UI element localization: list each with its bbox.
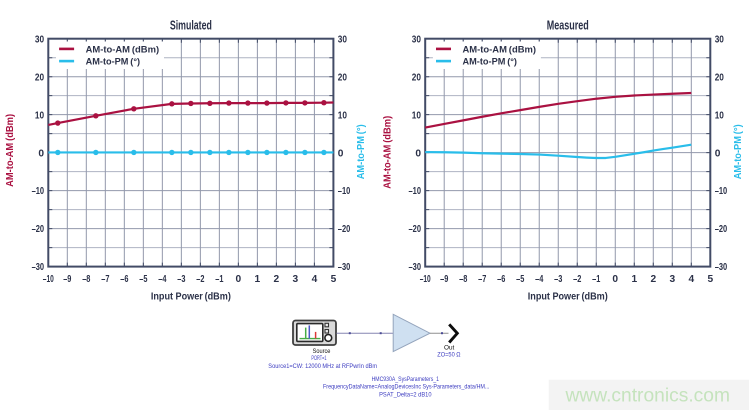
svg-text:Source1=CW: 12000 MHz at RFPwr: Source1=CW: 12000 MHz at RFPwrIn dBm xyxy=(268,363,377,370)
svg-text:–20: –20 xyxy=(338,224,351,235)
svg-text:–7: –7 xyxy=(478,274,486,285)
svg-text:10: 10 xyxy=(715,110,724,121)
svg-text:–1: –1 xyxy=(592,274,600,285)
svg-text:30: 30 xyxy=(715,34,724,45)
svg-text:AM-to-PM (°): AM-to-PM (°) xyxy=(356,124,367,179)
svg-text:–4: –4 xyxy=(535,274,543,285)
svg-text:–10: –10 xyxy=(43,274,54,285)
svg-text:–20: –20 xyxy=(32,224,45,235)
svg-text:1: 1 xyxy=(255,274,261,285)
svg-text:–30: –30 xyxy=(338,262,351,273)
svg-text:–30: –30 xyxy=(715,262,728,273)
svg-text:Source: Source xyxy=(313,348,331,355)
svg-text:–6: –6 xyxy=(497,274,505,285)
svg-text:FrequencyDataName=AnalogDevice: FrequencyDataName=AnalogDevicesInc Sys-P… xyxy=(323,384,490,391)
svg-text:–20: –20 xyxy=(715,224,728,235)
svg-text:30: 30 xyxy=(412,34,421,45)
svg-text:AM-to-AM (dBm): AM-to-AM (dBm) xyxy=(5,114,16,187)
svg-text:–3: –3 xyxy=(177,274,185,285)
svg-text:–8: –8 xyxy=(459,274,467,285)
svg-text:AM-to-AM (dBm): AM-to-AM (dBm) xyxy=(86,44,159,54)
svg-text:30: 30 xyxy=(35,34,44,45)
svg-text:–3: –3 xyxy=(554,274,562,285)
svg-text:ZO=50 Ω: ZO=50 Ω xyxy=(437,352,461,359)
svg-text:1: 1 xyxy=(631,274,637,285)
svg-text:10: 10 xyxy=(412,110,421,121)
svg-text:0: 0 xyxy=(612,274,618,285)
svg-text:3: 3 xyxy=(669,274,675,285)
svg-text:20: 20 xyxy=(715,72,724,83)
svg-text:Measured: Measured xyxy=(547,18,589,33)
svg-text:2: 2 xyxy=(274,274,280,285)
svg-text:–5: –5 xyxy=(516,274,524,285)
svg-text:0: 0 xyxy=(338,148,344,159)
svg-text:0: 0 xyxy=(415,148,421,159)
svg-text:–8: –8 xyxy=(82,274,90,285)
svg-text:–1: –1 xyxy=(215,274,223,285)
svg-text:30: 30 xyxy=(338,34,347,45)
svg-text:–2: –2 xyxy=(196,274,204,285)
svg-text:Input Power (dBm): Input Power (dBm) xyxy=(151,292,231,303)
svg-text:–4: –4 xyxy=(158,274,166,285)
svg-text:3: 3 xyxy=(293,274,299,285)
svg-text:10: 10 xyxy=(35,110,44,121)
svg-text:4: 4 xyxy=(312,274,318,285)
svg-text:0: 0 xyxy=(38,148,44,159)
svg-text:4: 4 xyxy=(688,274,694,285)
svg-text:–10: –10 xyxy=(338,186,351,197)
svg-text:–9: –9 xyxy=(440,274,448,285)
svg-text:2: 2 xyxy=(650,274,656,285)
svg-text:AM-to-AM (dBm): AM-to-AM (dBm) xyxy=(383,116,394,189)
svg-text:20: 20 xyxy=(412,72,421,83)
svg-text:–20: –20 xyxy=(409,224,422,235)
svg-text:0: 0 xyxy=(236,274,242,285)
svg-text:Input Power (dBm): Input Power (dBm) xyxy=(528,292,608,303)
svg-text:www.cntronics.com: www.cntronics.com xyxy=(564,386,730,407)
svg-text:–10: –10 xyxy=(420,274,431,285)
svg-text:PSAT_Delta=2 dB10: PSAT_Delta=2 dB10 xyxy=(379,391,432,398)
svg-text:20: 20 xyxy=(338,72,347,83)
svg-text:AM-to-PM (°): AM-to-PM (°) xyxy=(733,124,744,179)
svg-text:20: 20 xyxy=(35,72,44,83)
svg-text:–7: –7 xyxy=(101,274,109,285)
svg-text:–6: –6 xyxy=(120,274,128,285)
svg-text:–5: –5 xyxy=(139,274,147,285)
svg-text:5: 5 xyxy=(707,274,713,285)
svg-text:AM-to-AM (dBm): AM-to-AM (dBm) xyxy=(463,44,537,54)
svg-text:PORT=1: PORT=1 xyxy=(311,355,327,362)
svg-text:5: 5 xyxy=(331,274,337,285)
svg-text:–30: –30 xyxy=(409,262,422,273)
svg-text:–2: –2 xyxy=(573,274,581,285)
svg-text:0: 0 xyxy=(715,148,721,159)
svg-text:Out: Out xyxy=(444,344,454,351)
svg-text:HMC930A_SysParameters_1: HMC930A_SysParameters_1 xyxy=(372,376,440,383)
svg-text:Simulated: Simulated xyxy=(170,18,212,33)
svg-text:AM-to-PM (°): AM-to-PM (°) xyxy=(86,57,141,67)
svg-text:10: 10 xyxy=(338,110,347,121)
svg-text:–9: –9 xyxy=(63,274,71,285)
svg-text:–30: –30 xyxy=(32,262,45,273)
svg-text:–10: –10 xyxy=(32,186,45,197)
svg-text:–10: –10 xyxy=(409,186,422,197)
svg-text:AM-to-PM (°): AM-to-PM (°) xyxy=(463,57,518,67)
svg-text:–10: –10 xyxy=(715,186,728,197)
